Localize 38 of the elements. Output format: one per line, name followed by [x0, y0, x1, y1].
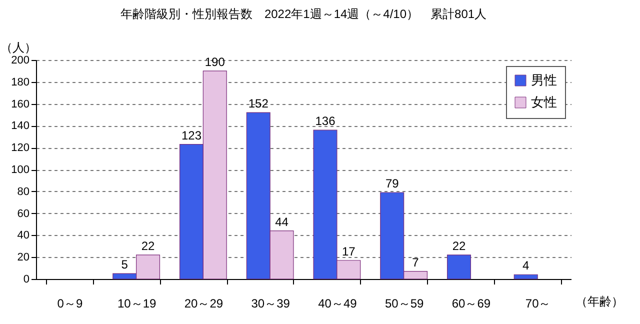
y-tick-label: 100: [11, 164, 30, 176]
data-label: 152: [248, 96, 269, 111]
bar: [446, 254, 471, 280]
y-tick-label: 20: [17, 252, 30, 264]
data-label: 79: [385, 176, 400, 190]
y-axis-title: （人）: [0, 40, 36, 54]
legend-label: 女性: [531, 94, 557, 110]
data-label: 136: [315, 114, 336, 128]
x-tick-label: 60～69: [452, 296, 491, 310]
y-tick-label: 140: [11, 120, 30, 132]
x-tick-label: 40～49: [318, 296, 358, 310]
y-tick-label: 40: [17, 230, 30, 242]
y-tick-label: 80: [17, 186, 30, 198]
x-tick-label: 0～9: [57, 296, 83, 310]
y-tick-label: 120: [11, 142, 30, 154]
legend-label: 男性: [531, 72, 557, 88]
data-label: 4: [522, 258, 530, 273]
y-tick-label: 60: [17, 208, 30, 220]
data-label: 44: [275, 214, 289, 229]
x-tick-label: 20～29: [184, 296, 224, 310]
bar: [514, 274, 538, 280]
data-label: 17: [342, 244, 356, 258]
x-tick-label: 50～59: [384, 296, 424, 310]
y-tick-label: 180: [11, 76, 30, 88]
data-label: 7: [412, 255, 420, 270]
data-label: 190: [204, 54, 226, 69]
data-label: 22: [141, 238, 156, 253]
y-tick-label: 200: [11, 54, 30, 66]
data-label: 5: [121, 258, 128, 272]
y-tick-label: 0: [23, 274, 30, 286]
chart-title: 年齢階級別・性別報告数 2022年1週～14週（～4/10） 累計801人: [120, 7, 487, 21]
x-tick-label: 70～: [525, 296, 551, 310]
x-tick-label: 30～39: [251, 296, 290, 310]
x-tick-label: 10～19: [117, 296, 156, 310]
data-label: 22: [452, 238, 466, 253]
y-tick-label: 160: [11, 98, 30, 110]
x-axis-title: （年齢）: [576, 294, 624, 308]
data-label: 123: [181, 128, 202, 142]
